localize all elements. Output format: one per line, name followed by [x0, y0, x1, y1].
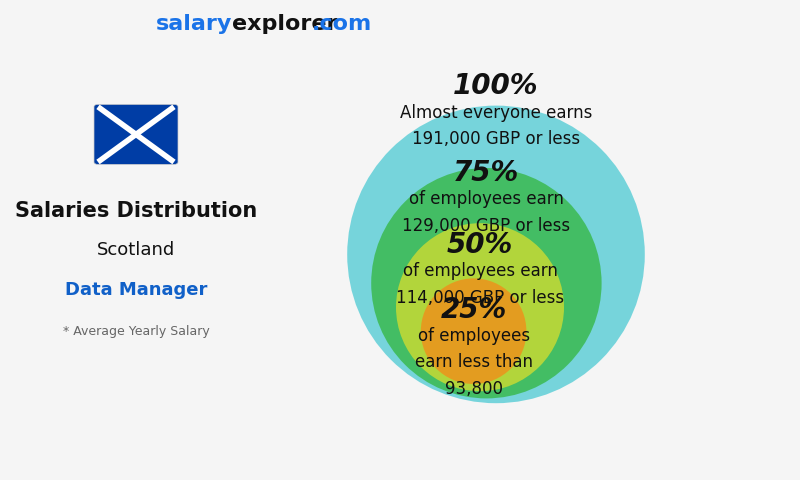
- Text: Scotland: Scotland: [97, 240, 175, 259]
- Text: 50%: 50%: [447, 231, 513, 259]
- Text: 100%: 100%: [454, 72, 538, 100]
- Text: 93,800: 93,800: [445, 380, 502, 398]
- Text: 129,000 GBP or less: 129,000 GBP or less: [402, 216, 570, 235]
- Ellipse shape: [421, 278, 526, 384]
- Text: earn less than: earn less than: [414, 353, 533, 372]
- FancyBboxPatch shape: [94, 105, 178, 164]
- Text: salary: salary: [156, 14, 232, 34]
- Text: * Average Yearly Salary: * Average Yearly Salary: [62, 324, 210, 338]
- Ellipse shape: [347, 106, 645, 403]
- Text: 25%: 25%: [441, 296, 506, 324]
- Text: Salaries Distribution: Salaries Distribution: [15, 201, 257, 221]
- Text: Data Manager: Data Manager: [65, 281, 207, 300]
- Text: .com: .com: [312, 14, 372, 34]
- Text: 75%: 75%: [454, 159, 519, 187]
- Text: of employees earn: of employees earn: [409, 190, 564, 208]
- Text: of employees earn: of employees earn: [402, 262, 558, 280]
- Ellipse shape: [396, 223, 564, 391]
- Text: of employees: of employees: [418, 327, 530, 345]
- Text: 114,000 GBP or less: 114,000 GBP or less: [396, 288, 564, 307]
- Text: explorer: explorer: [232, 14, 338, 34]
- Text: 191,000 GBP or less: 191,000 GBP or less: [412, 130, 580, 148]
- Ellipse shape: [371, 168, 602, 398]
- Text: Almost everyone earns: Almost everyone earns: [400, 104, 592, 122]
